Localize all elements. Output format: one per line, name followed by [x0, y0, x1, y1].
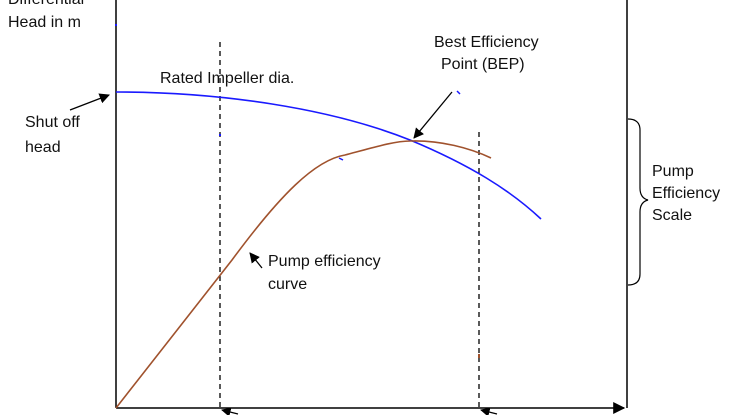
- head-curve-tick: [456, 90, 461, 95]
- efficiency-curve: [115, 140, 492, 409]
- efficiency-curve-label-line2: curve: [268, 276, 307, 293]
- efficiency-scale-brace: [627, 118, 649, 286]
- y-axis-label-line1: Differential: [8, 0, 84, 8]
- y-axis-label-line2: Head in m: [8, 14, 81, 31]
- rated-impeller-label: Rated Impeller dia.: [160, 70, 294, 87]
- head-curve: [115, 91, 542, 220]
- rated-flow-bottom-arrow: [221, 407, 239, 415]
- shutoff-label-line1: Shut off: [25, 114, 80, 131]
- efficiency-curve-arrow: [249, 252, 263, 269]
- max-flow-bottom-arrow: [480, 407, 498, 415]
- bep-label-line1: Best Efficiency: [434, 34, 539, 51]
- scale-label-line2: Efficiency: [652, 185, 720, 202]
- scale-label-line3: Scale: [652, 207, 692, 224]
- bep-label-line2: Point (BEP): [441, 56, 525, 73]
- shutoff-arrow: [69, 93, 110, 111]
- bep-arrow: [413, 91, 453, 139]
- efficiency-curve-label-line1: Pump efficiency: [268, 253, 381, 270]
- shutoff-label-line2: head: [25, 139, 61, 156]
- efficiency-curve-tick: [338, 157, 344, 161]
- scale-label-line1: Pump: [652, 163, 694, 180]
